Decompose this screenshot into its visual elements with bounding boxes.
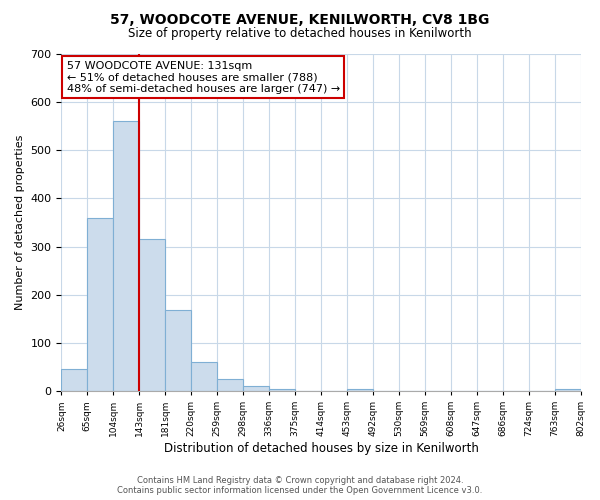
Bar (191, 362, 217, 391)
Bar (165, 310, 191, 391)
Bar (217, 379, 243, 391)
Bar (88, 218, 113, 391)
Text: Size of property relative to detached houses in Kenilworth: Size of property relative to detached ho… (128, 28, 472, 40)
Bar (269, 388, 295, 391)
Text: Contains HM Land Registry data © Crown copyright and database right 2024.
Contai: Contains HM Land Registry data © Crown c… (118, 476, 482, 495)
Bar (347, 388, 373, 391)
Bar (113, 122, 139, 391)
Text: 57, WOODCOTE AVENUE, KENILWORTH, CV8 1BG: 57, WOODCOTE AVENUE, KENILWORTH, CV8 1BG (110, 12, 490, 26)
Bar (554, 388, 581, 391)
X-axis label: Distribution of detached houses by size in Kenilworth: Distribution of detached houses by size … (164, 442, 478, 455)
Text: 57 WOODCOTE AVENUE: 131sqm
← 51% of detached houses are smaller (788)
48% of sem: 57 WOODCOTE AVENUE: 131sqm ← 51% of deta… (67, 60, 340, 94)
Y-axis label: Number of detached properties: Number of detached properties (15, 135, 25, 310)
Bar (139, 240, 165, 391)
Bar (61, 370, 88, 391)
Bar (243, 386, 269, 391)
